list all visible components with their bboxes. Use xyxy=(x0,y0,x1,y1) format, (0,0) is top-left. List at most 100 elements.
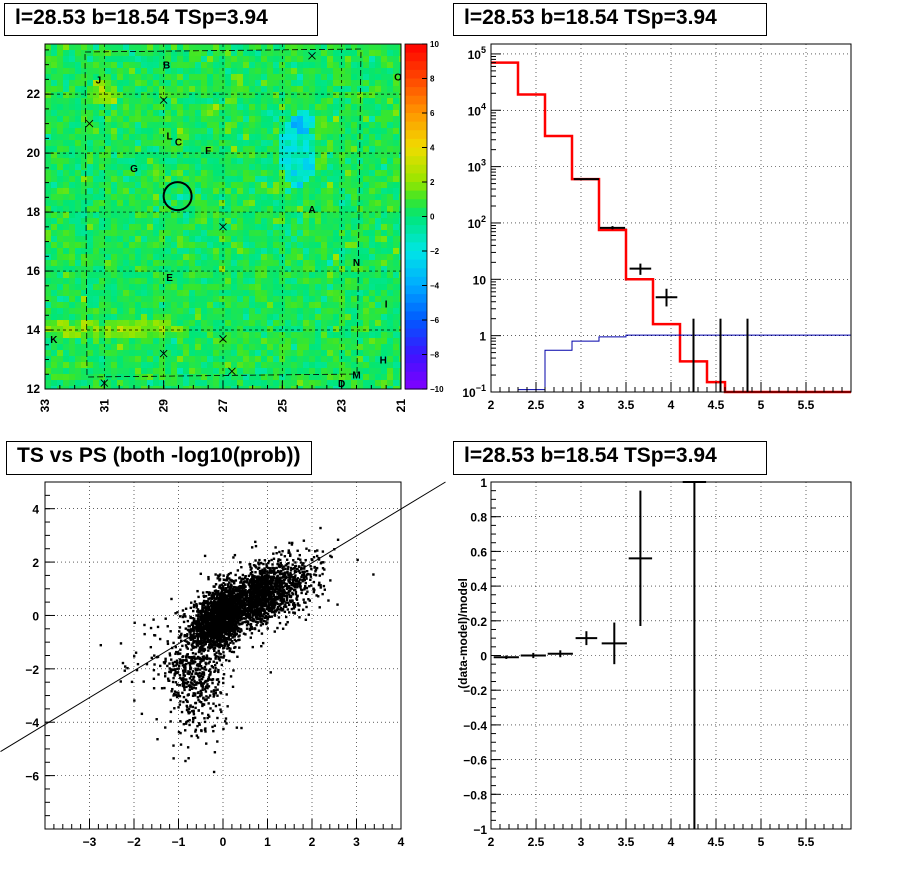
map-pixel xyxy=(237,224,243,230)
map-pixel xyxy=(249,308,255,314)
map-pixel xyxy=(399,140,401,146)
scatter-point xyxy=(216,688,219,691)
map-pixel xyxy=(63,74,69,80)
map-pixel xyxy=(243,218,249,224)
map-pixel xyxy=(273,56,279,62)
map-pixel xyxy=(99,380,105,386)
skymap-title: l=28.53 b=18.54 TSp=3.94 xyxy=(4,3,318,36)
map-pixel xyxy=(315,266,321,272)
map-pixel xyxy=(87,356,93,362)
map-pixel xyxy=(195,374,201,380)
map-pixel xyxy=(69,134,75,140)
map-pixel xyxy=(249,80,255,86)
map-pixel xyxy=(141,320,147,326)
map-pixel xyxy=(267,158,273,164)
map-pixel xyxy=(321,362,327,368)
map-pixel xyxy=(93,164,99,170)
map-pixel xyxy=(393,230,399,236)
map-pixel xyxy=(321,350,327,356)
map-pixel xyxy=(201,122,207,128)
map-pixel xyxy=(117,98,123,104)
map-pixel xyxy=(213,194,219,200)
map-pixel xyxy=(285,134,291,140)
map-pixel xyxy=(381,98,387,104)
map-pixel xyxy=(333,122,339,128)
map-pixel xyxy=(165,74,171,80)
scatter-point xyxy=(216,694,219,697)
map-pixel xyxy=(195,260,201,266)
map-pixel xyxy=(285,98,291,104)
map-pixel xyxy=(183,284,189,290)
map-pixel xyxy=(147,278,153,284)
cross-marker xyxy=(159,96,168,104)
map-pixel xyxy=(249,146,255,152)
map-pixel xyxy=(399,266,401,272)
map-pixel xyxy=(399,182,401,188)
map-pixel xyxy=(87,152,93,158)
map-pixel xyxy=(315,368,321,374)
map-pixel xyxy=(267,290,273,296)
map-pixel xyxy=(147,296,153,302)
map-pixel xyxy=(213,230,219,236)
map-pixel xyxy=(177,128,183,134)
map-pixel xyxy=(363,284,369,290)
map-pixel xyxy=(291,44,297,50)
map-pixel xyxy=(399,350,401,356)
map-pixel xyxy=(87,272,93,278)
map-pixel xyxy=(327,212,333,218)
map-pixel xyxy=(159,140,165,146)
map-pixel xyxy=(63,92,69,98)
map-pixel xyxy=(399,308,401,314)
map-pixel xyxy=(387,170,393,176)
map-pixel xyxy=(111,146,117,152)
map-pixel xyxy=(267,302,273,308)
map-pixel xyxy=(231,350,237,356)
scatter-point xyxy=(247,602,250,605)
map-pixel xyxy=(261,320,267,326)
map-pixel xyxy=(369,134,375,140)
map-pixel xyxy=(141,344,147,350)
map-pixel xyxy=(393,302,399,308)
map-pixel xyxy=(297,182,303,188)
map-pixel xyxy=(129,134,135,140)
source-label: M xyxy=(352,370,360,381)
scatter-point xyxy=(166,625,169,628)
map-pixel xyxy=(183,212,189,218)
map-pixel xyxy=(363,266,369,272)
map-pixel xyxy=(171,92,177,98)
map-pixel xyxy=(225,380,231,386)
map-pixel xyxy=(303,356,309,362)
map-pixel xyxy=(99,128,105,134)
map-pixel xyxy=(393,62,399,68)
map-pixel xyxy=(135,98,141,104)
map-pixel xyxy=(363,224,369,230)
map-pixel xyxy=(369,356,375,362)
map-pixel xyxy=(213,134,219,140)
map-pixel xyxy=(129,338,135,344)
scatter-point xyxy=(195,614,198,617)
map-pixel xyxy=(321,344,327,350)
map-pixel xyxy=(357,266,363,272)
map-pixel xyxy=(153,350,159,356)
map-pixel xyxy=(381,110,387,116)
scatter-point xyxy=(201,671,204,674)
map-pixel xyxy=(201,104,207,110)
map-pixel xyxy=(189,176,195,182)
map-pixel xyxy=(333,296,339,302)
scatter-point xyxy=(176,671,179,674)
map-pixel xyxy=(387,44,393,50)
map-pixel xyxy=(69,350,75,356)
map-pixel xyxy=(105,302,111,308)
map-pixel xyxy=(243,272,249,278)
scatter-point xyxy=(262,619,266,623)
map-pixel xyxy=(303,368,309,374)
scatter-point xyxy=(202,595,206,599)
map-pixel xyxy=(291,62,297,68)
map-pixel xyxy=(189,212,195,218)
map-pixel xyxy=(81,98,87,104)
map-pixel xyxy=(189,314,195,320)
map-pixel xyxy=(93,110,99,116)
map-pixel xyxy=(381,182,387,188)
map-pixel xyxy=(387,146,393,152)
map-pixel xyxy=(327,128,333,134)
